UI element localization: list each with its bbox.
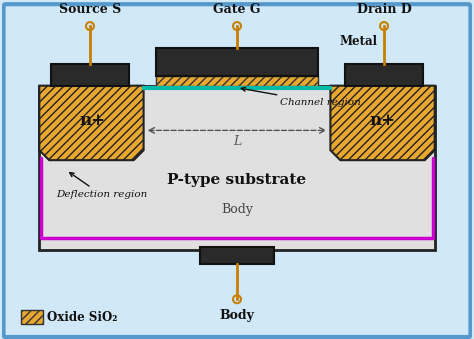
Text: Metal: Metal xyxy=(339,36,377,48)
Bar xyxy=(39,86,435,250)
Text: Deflection region: Deflection region xyxy=(56,173,147,199)
Bar xyxy=(155,48,319,76)
Polygon shape xyxy=(39,86,144,160)
Text: P-type substrate: P-type substrate xyxy=(167,173,307,187)
Text: n+: n+ xyxy=(79,112,105,129)
Text: Source S: Source S xyxy=(59,3,121,16)
Bar xyxy=(200,246,274,264)
Text: Body: Body xyxy=(221,203,253,216)
Text: L: L xyxy=(233,135,241,148)
Text: Gate G: Gate G xyxy=(213,3,261,16)
Bar xyxy=(51,64,129,86)
Text: n+: n+ xyxy=(369,112,395,129)
Text: Channel region: Channel region xyxy=(241,87,360,107)
Bar xyxy=(345,64,423,86)
Polygon shape xyxy=(330,86,435,160)
Text: Body: Body xyxy=(219,309,255,322)
Bar xyxy=(21,310,43,324)
Text: Drain D: Drain D xyxy=(356,3,411,16)
Bar xyxy=(155,76,319,86)
Text: Oxide SiO₂: Oxide SiO₂ xyxy=(47,311,118,324)
